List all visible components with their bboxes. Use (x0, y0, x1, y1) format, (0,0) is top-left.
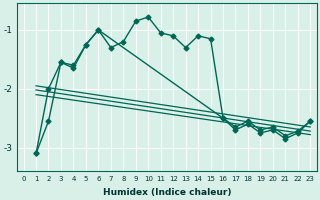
X-axis label: Humidex (Indice chaleur): Humidex (Indice chaleur) (103, 188, 231, 197)
